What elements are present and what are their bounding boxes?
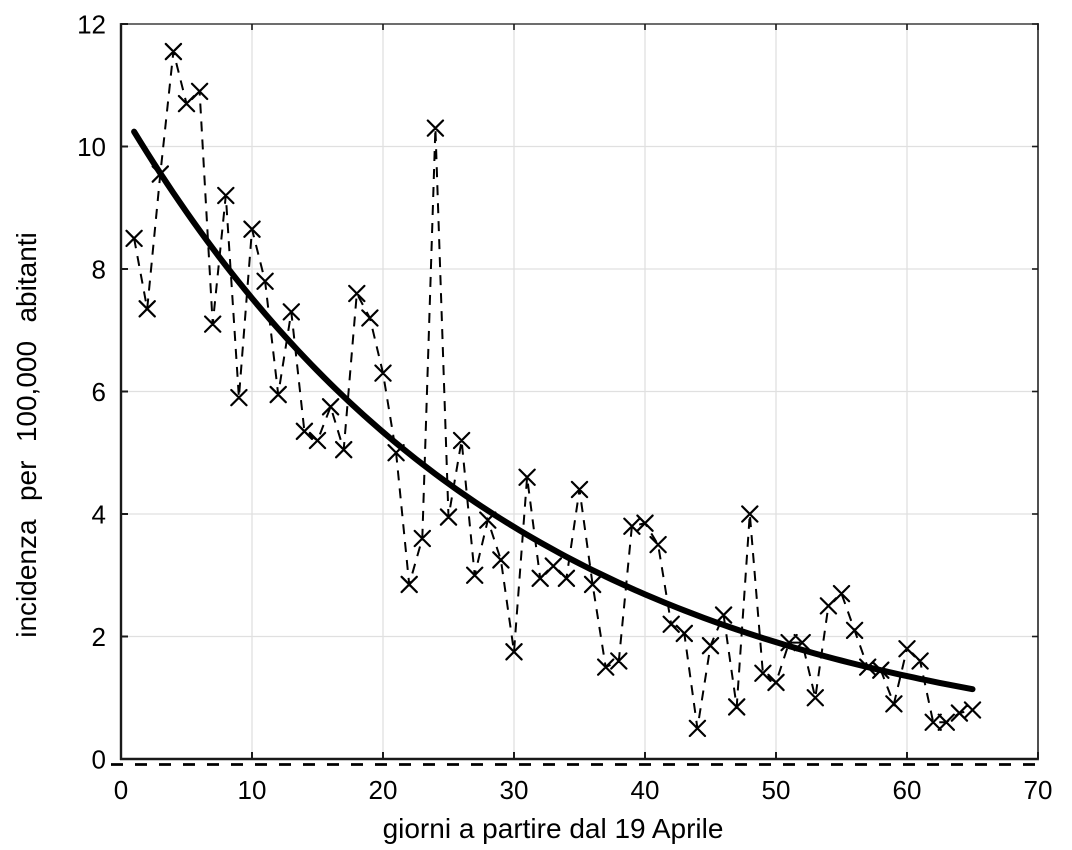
daily-incidence-line — [133, 51, 973, 729]
x-tick-labels: 0 10 20 30 40 50 60 70 — [114, 775, 1053, 805]
fit-curve — [131, 128, 976, 693]
y-tick-label: 8 — [92, 255, 106, 285]
y-tick-labels: 0 2 4 6 8 10 12 — [77, 10, 106, 775]
x-tick-label: 40 — [631, 775, 660, 805]
x-tick-label: 0 — [114, 775, 128, 805]
gridlines — [121, 24, 1038, 759]
y-tick-label: 0 — [92, 745, 106, 775]
exponential-fit-curve — [131, 128, 976, 693]
data-series-dashed-x — [125, 42, 982, 738]
x-tick-label: 70 — [1024, 775, 1053, 805]
y-tick-label: 10 — [77, 132, 106, 162]
x-tick-label: 20 — [369, 775, 398, 805]
y-tick-label: 4 — [92, 500, 106, 530]
y-tick-label: 2 — [92, 622, 106, 652]
x-tick-label: 50 — [762, 775, 791, 805]
x-tick-label: 10 — [238, 775, 267, 805]
tick-marks — [120, 23, 1039, 760]
x-axis-label: giorni a partire dal 19 Aprile — [383, 813, 724, 844]
y-tick-label: 12 — [77, 10, 106, 40]
y-tick-label: 6 — [92, 377, 106, 407]
x-tick-label: 30 — [500, 775, 529, 805]
y-axis-label: incidenza per 100,000 abitanti — [11, 232, 42, 638]
x-markers — [125, 42, 982, 738]
x-tick-label: 60 — [893, 775, 922, 805]
